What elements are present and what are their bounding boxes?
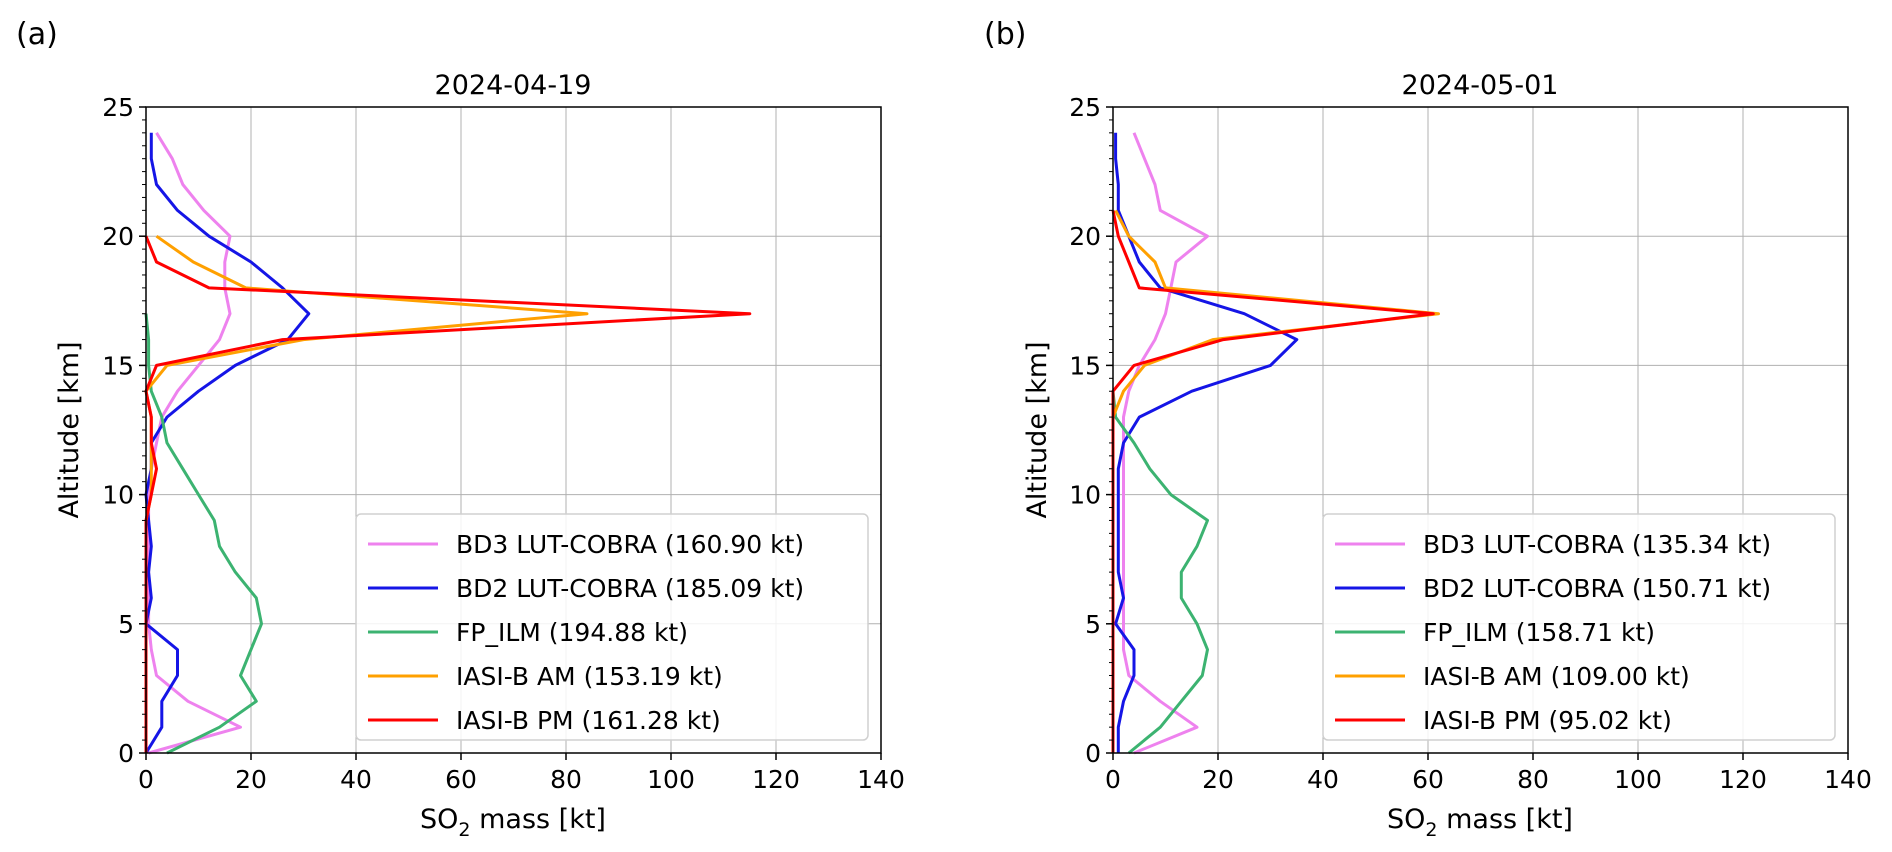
x-axis-label-sub: 2 [1425, 819, 1437, 841]
x-tick-label: 80 [550, 765, 582, 794]
panel-b: (b) 2024-05-01 Altitude [km] SO2 mass [k… [984, 17, 1872, 841]
x-axis-label-rest: mass [kt] [471, 804, 606, 835]
y-tick-label: 15 [1069, 351, 1101, 380]
y-tick-label: 25 [102, 93, 134, 122]
x-axis-label-main: SO [420, 804, 458, 835]
x-axis-label-rest: mass [kt] [1438, 804, 1573, 835]
y-tick-label: 15 [102, 351, 134, 380]
legend-entry-label: FP_ILM (158.71 kt) [1423, 618, 1655, 647]
y-tick-label: 0 [1085, 739, 1101, 768]
series-line-3 [1111, 391, 1209, 755]
chart-title: 2024-04-19 [435, 70, 592, 101]
y-tick-label: 0 [118, 739, 134, 768]
legend-box [355, 513, 869, 741]
x-axis-label-sub: 2 [458, 819, 470, 841]
series-line-1 [147, 132, 242, 755]
y-tick-label: 10 [102, 481, 134, 510]
legend: BD3 LUT-COBRA (135.34 kt) BD2 LUT-COBRA (… [1322, 513, 1836, 741]
legend-entry-label: IASI-B AM (153.19 kt) [456, 662, 723, 691]
x-tick-label: 120 [1719, 765, 1767, 794]
x-axis-label: SO2 mass [kt] [1387, 804, 1573, 841]
x-tick-label: 0 [1105, 765, 1121, 794]
y-tick-label: 20 [102, 222, 134, 251]
x-tick-label: 60 [445, 765, 477, 794]
axis-ticks: 0 20 40 60 80 100 120 140 0 5 10 15 20 25 [1069, 93, 1872, 794]
x-tick-label: 0 [138, 765, 154, 794]
x-tick-label: 20 [235, 765, 267, 794]
series-lines [1111, 132, 1440, 755]
series-lines [144, 132, 752, 755]
x-tick-label: 100 [1614, 765, 1662, 794]
x-tick-label: 20 [1202, 765, 1234, 794]
y-tick-label: 20 [1069, 222, 1101, 251]
x-tick-label: 40 [340, 765, 372, 794]
legend-box [1322, 513, 1836, 741]
legend-entry-label: BD3 LUT-COBRA (135.34 kt) [1423, 530, 1771, 559]
x-tick-label: 60 [1412, 765, 1444, 794]
panel-label: (a) [16, 17, 58, 52]
panel-a: (a) 2024-04-19 Altitude [km] SO2 mass [k… [16, 17, 905, 841]
x-axis-label: SO2 mass [kt] [420, 804, 606, 841]
legend-entry-label: BD2 LUT-COBRA (150.71 kt) [1423, 574, 1771, 603]
x-tick-label: 140 [857, 765, 905, 794]
legend-entry-label: FP_ILM (194.88 kt) [456, 618, 688, 647]
x-tick-label: 100 [647, 765, 695, 794]
y-axis-label: Altitude [km] [54, 341, 85, 518]
y-axis-label: Altitude [km] [1022, 341, 1053, 518]
x-tick-label: 80 [1517, 765, 1549, 794]
x-tick-label: 140 [1824, 765, 1872, 794]
y-tick-label: 5 [1085, 610, 1101, 639]
axis-ticks: 0 20 40 60 80 100 120 140 0 5 10 15 20 25 [102, 93, 905, 794]
y-tick-label: 10 [1069, 481, 1101, 510]
x-tick-label: 40 [1307, 765, 1339, 794]
legend-entry-label: IASI-B AM (109.00 kt) [1423, 662, 1690, 691]
legend-entry-label: BD3 LUT-COBRA (160.90 kt) [456, 530, 804, 559]
panel-label: (b) [984, 17, 1026, 52]
y-tick-label: 25 [1069, 93, 1101, 122]
series-line-5 [144, 235, 752, 753]
y-tick-label: 5 [118, 610, 134, 639]
chart-title: 2024-05-01 [1402, 70, 1559, 101]
x-axis-label-main: SO [1387, 804, 1425, 835]
legend-entry-label: IASI-B PM (161.28 kt) [456, 706, 721, 735]
legend-entry-label: BD2 LUT-COBRA (185.09 kt) [456, 574, 804, 603]
x-tick-label: 120 [752, 765, 800, 794]
legend: BD3 LUT-COBRA (160.90 kt) BD2 LUT-COBRA (… [355, 513, 869, 741]
legend-entry-label: IASI-B PM (95.02 kt) [1423, 706, 1672, 735]
